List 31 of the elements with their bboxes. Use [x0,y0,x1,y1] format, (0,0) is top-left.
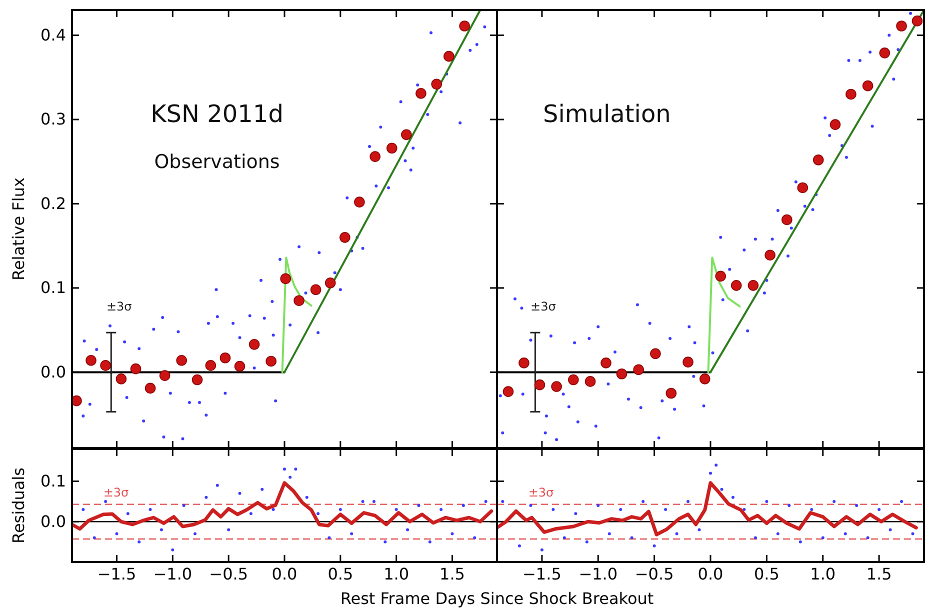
y-tick-label: 0.0 [40,362,66,382]
annotation: ±3σ [530,300,556,314]
annotation: ±3σ [528,485,554,500]
y-axis-title: Relative Flux [9,178,28,280]
annotation: Simulation [543,100,671,128]
annotation: ±3σ [103,485,130,500]
x-tick-label: 1.0 [384,564,410,584]
y-tick-label: 0.1 [40,278,66,298]
annotation: ±3σ [106,300,132,314]
x-tick-label: −1.5 [522,564,562,584]
x-tick-label: −1.5 [97,564,136,584]
y-tick-label: 0.0 [40,512,66,531]
x-tick-label: 0.0 [698,564,724,584]
y-tick-label: 0.3 [40,110,66,129]
x-axis-title: Rest Frame Days Since Shock Breakout [340,589,654,608]
x-tick-label: 0.5 [754,564,780,584]
x-tick-label: 1.5 [440,564,465,584]
x-tick-label: 1.5 [866,564,892,584]
x-tick-label: −1.0 [153,564,192,584]
y-tick-label: 0.1 [40,471,66,490]
y-tick-label: 0.4 [40,25,66,44]
x-tick-label: 0.5 [328,564,354,584]
annotation: Observations [154,151,280,173]
x-tick-label: −0.5 [634,564,674,584]
annotation: KSN 2011d [150,100,284,128]
x-tick-label: 1.0 [810,564,836,584]
y-axis-title: Residuals [9,468,28,544]
x-tick-label: −0.5 [209,564,248,584]
x-tick-label: 0.0 [272,564,298,584]
y-tick-label: 0.2 [40,194,66,213]
x-tick-label: −1.0 [578,564,618,584]
